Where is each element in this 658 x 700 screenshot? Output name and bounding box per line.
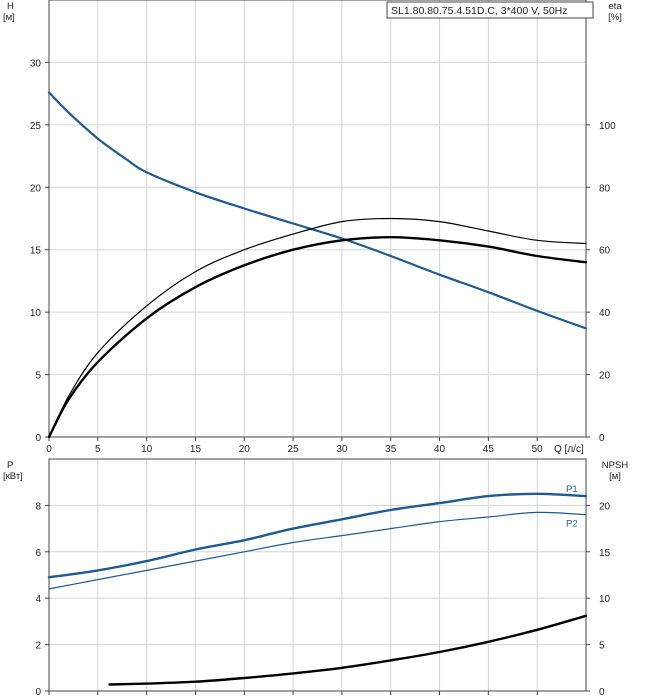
y-right-tick-label: 5 [599, 641, 605, 652]
y-right-tick-label: 40 [599, 308, 611, 319]
y-left-tick-label: 6 [35, 548, 41, 559]
y-right-tick-label: 100 [599, 121, 616, 132]
series-line-0-2 [47, 236, 588, 439]
y-right-tick-label: 0 [599, 687, 605, 698]
y-left-axis-unit: [м] [3, 12, 15, 23]
series-line-0-0 [47, 91, 588, 330]
y-right-tick-label: 80 [599, 183, 611, 194]
x-tick-label: 5 [95, 444, 101, 455]
series-label-p1: P1 [566, 484, 578, 495]
x-tick-label: 50 [532, 444, 544, 455]
plot-frame [48, 458, 587, 692]
y-left-tick-label: 30 [30, 58, 42, 69]
x-axis-label: Q [л/с] [554, 444, 584, 455]
power-npsh-panel: 0 2 4 6 8 0 5 10 15 20 P[кВт] NPSH[м] P1 P2 [3, 458, 629, 698]
x-tick-label: 20 [239, 444, 251, 455]
x-tick-label: 0 [46, 444, 52, 455]
y-left-tick-label: 8 [35, 501, 41, 512]
y-right-axis-unit: [м] [609, 471, 621, 482]
y-left-tick-label: 2 [35, 641, 41, 652]
y-right-axis-unit: [%] [608, 12, 622, 23]
x-tick-label: 35 [385, 444, 397, 455]
y-left-tick-label: 0 [35, 433, 41, 444]
y-left-axis-title: H [7, 1, 14, 12]
y-right-axis-title: eta [608, 1, 622, 12]
y-right-tick-label: 10 [599, 594, 611, 605]
x-tick-label: 30 [336, 444, 348, 455]
y-left-tick-label: 15 [30, 246, 42, 257]
y-left-tick-label: 25 [30, 121, 42, 132]
series-line-1-2 [108, 614, 588, 686]
x-tick-label: 15 [190, 444, 202, 455]
y-right-tick-label: 0 [599, 433, 605, 444]
x-tick-label: 45 [483, 444, 495, 455]
model-title: SL1.80.80.75.4.51D.C, 3*400 V, 50Hz [391, 5, 568, 17]
head-efficiency-panel: 0 5 10 15 20 25 30 0 20 40 60 80 100 0 5 10 15 20 25 30 35 40… [3, 0, 622, 455]
plot-frame [48, 0, 587, 438]
series-line-p2 [48, 511, 587, 590]
model-title-box: SL1.80.80.75.4.51D.C, 3*400 V, 50Hz [386, 1, 594, 19]
y-left-tick-label: 5 [35, 371, 41, 382]
y-left-tick-label: 0 [35, 687, 41, 698]
y-left-axis-unit: [кВт] [3, 471, 23, 482]
y-right-tick-label: 20 [599, 501, 611, 512]
y-right-tick-label: 60 [599, 246, 611, 257]
x-tick-label: 10 [141, 444, 153, 455]
series-line-0-1 [48, 217, 587, 438]
y-left-tick-label: 20 [30, 183, 42, 194]
series-label-p2: P2 [566, 519, 578, 530]
y-right-tick-label: 20 [599, 371, 611, 382]
x-tick-label: 40 [434, 444, 446, 455]
x-tick-label: 25 [288, 444, 300, 455]
y-left-axis-title: P [7, 460, 13, 471]
y-left-tick-label: 4 [35, 594, 41, 605]
y-left-tick-label: 10 [30, 308, 42, 319]
series-line-p1 [47, 492, 588, 579]
y-right-tick-label: 15 [599, 548, 611, 559]
y-right-axis-title: NPSH [602, 460, 629, 471]
